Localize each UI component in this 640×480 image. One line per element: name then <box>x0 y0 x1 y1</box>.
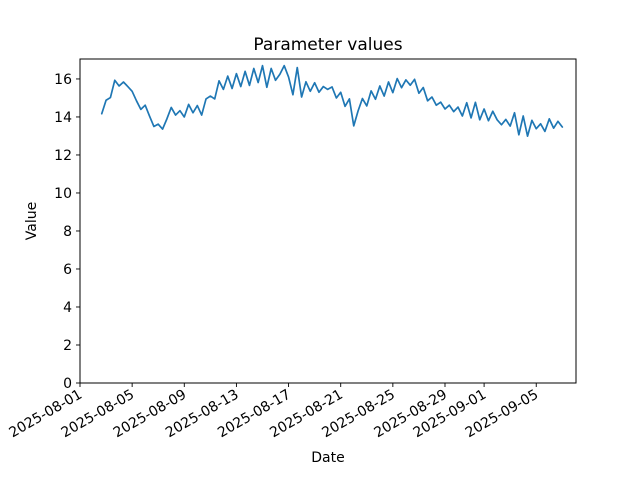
x-axis-label: Date <box>311 450 344 466</box>
y-axis-label: Value <box>24 202 40 240</box>
y-tick-label: 6 <box>63 262 72 278</box>
y-tick-label: 4 <box>63 300 72 316</box>
data-line <box>100 64 564 137</box>
plot-area <box>80 59 576 383</box>
y-tick-label: 0 <box>63 376 72 392</box>
axes-frame <box>79 58 577 384</box>
y-tick-label: 12 <box>54 148 72 164</box>
chart-title: Parameter values <box>253 35 402 55</box>
y-tick-label: 2 <box>63 338 72 354</box>
data-series-layer <box>100 64 564 137</box>
axes-spines <box>79 58 577 384</box>
y-tick-label: 10 <box>54 186 72 202</box>
y-tick-label: 16 <box>54 72 72 88</box>
y-tick-label: 8 <box>63 224 72 240</box>
y-tick-label: 14 <box>54 110 72 126</box>
